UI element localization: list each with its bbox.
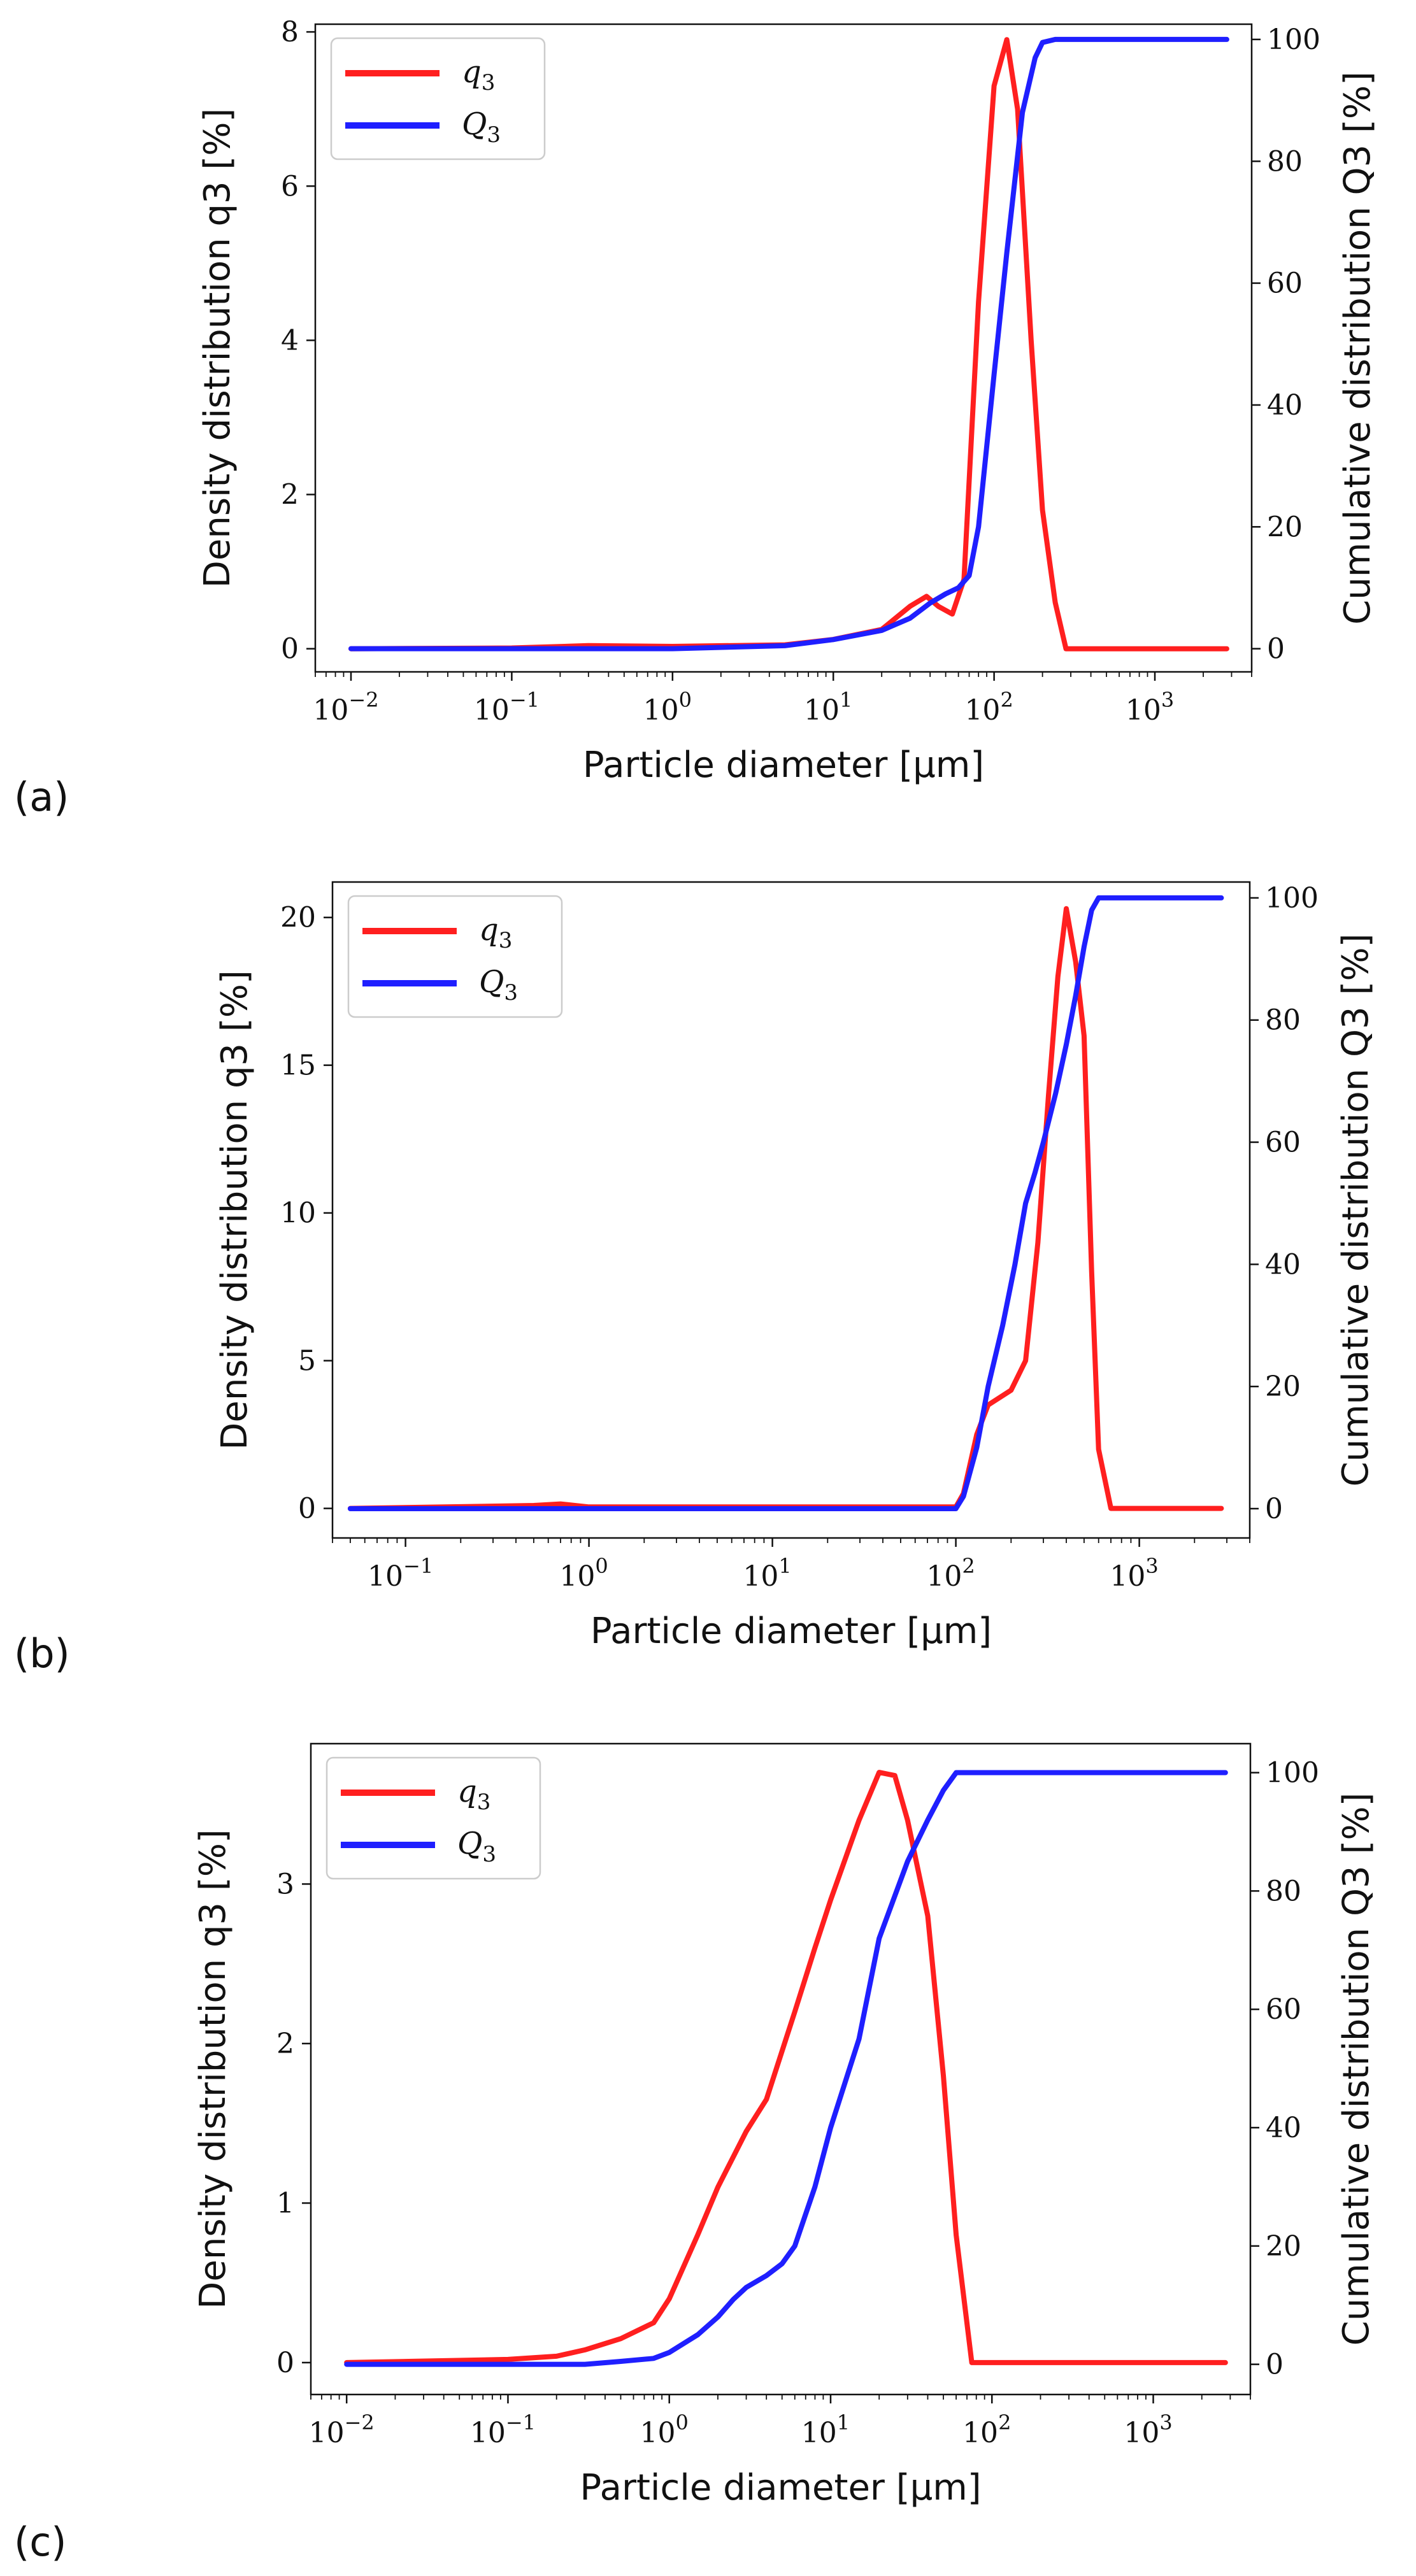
legend-box — [325, 1756, 541, 1880]
x-tick-label: 102 — [964, 688, 1013, 727]
y-right-tick-label: 0 — [1267, 633, 1285, 665]
legend-label-Q3: Q3 — [457, 1826, 496, 1867]
y-right-tick-label: 0 — [1266, 2349, 1284, 2381]
chart-a: 10−2 10−1 100 101 102 10302468020406080100Par… — [197, 16, 1378, 786]
axes-frame — [314, 23, 1253, 673]
x-tick-label: 10−1 — [474, 688, 540, 727]
y-left-tick-label: 5 — [298, 1345, 316, 1377]
y-right-tick-label: 20 — [1265, 1370, 1301, 1403]
x-tick-label: 101 — [804, 688, 852, 727]
x-tick-label: 100 — [559, 1554, 608, 1593]
y-right-tick-label: 60 — [1266, 1993, 1301, 2026]
chart-b: 10−1 100 101 102 103 0 5 10 15 20 0 20 40 60 80 100 Part… — [214, 881, 1377, 1652]
y-left-tick-label: 2 — [276, 2028, 294, 2060]
x-tick-label: 10−1 — [470, 2410, 536, 2449]
y-right-tick-label: 20 — [1267, 511, 1303, 543]
legend-label-q3: q3 — [462, 54, 495, 96]
series-line-Q3 — [344, 1770, 1228, 2367]
panel-c: 10−2 10−1 100 101 102 103 0 1 2 3 0 20 40 60 80 100 Part… — [0, 1713, 1416, 2576]
y-left-tick-label: 20 — [280, 902, 316, 934]
x-tick-label: 100 — [643, 688, 692, 727]
legend-label-q3: q3 — [457, 1774, 490, 1815]
x-tick-label: 101 — [743, 1554, 791, 1593]
legend-label-q3: q3 — [479, 912, 512, 953]
y-right-tick-label: 80 — [1267, 145, 1303, 178]
y-right-tick-label: 0 — [1265, 1493, 1283, 1525]
x-tick-label: 103 — [1126, 688, 1174, 727]
y-right-tick-label: 100 — [1267, 24, 1320, 56]
y-left-tick-label: 8 — [281, 16, 299, 48]
x-tick-label: 102 — [926, 1554, 975, 1593]
legend-box — [347, 895, 563, 1018]
y-right-axis-label: Cumulative distribution Q3 [%] — [1336, 1793, 1377, 2346]
legend-box — [330, 37, 546, 160]
y-right-tick-label: 60 — [1265, 1127, 1301, 1159]
panel-a: 10−2 10−1 100 101 102 103 0 2 4 6 8 0 20 40 60 80 100 Par… — [0, 0, 1416, 847]
y-right-tick-label: 40 — [1266, 2112, 1301, 2144]
y-left-tick-label: 0 — [281, 633, 299, 665]
axes-frame — [310, 1742, 1252, 2396]
y-right-tick-label: 80 — [1266, 1875, 1301, 1907]
legend-label-Q3: Q3 — [462, 106, 501, 148]
x-axis-label: Particle diameter [μm] — [583, 744, 984, 786]
y-left-tick-label: 15 — [280, 1050, 316, 1082]
x-axis-label: Particle diameter [μm] — [580, 2467, 981, 2508]
y-right-tick-label: 60 — [1267, 267, 1303, 300]
y-right-axis-label: Cumulative distribution Q3 [%] — [1337, 71, 1378, 625]
series-line-q3 — [344, 1770, 1228, 2365]
y-right-tick-label: 100 — [1265, 882, 1319, 914]
x-axis-label: Particle diameter [μm] — [590, 1611, 992, 1652]
y-left-tick-label: 10 — [280, 1197, 316, 1230]
y-left-tick-label: 2 — [281, 479, 299, 511]
x-tick-label: 101 — [801, 2410, 850, 2449]
x-tick-label: 102 — [962, 2410, 1011, 2449]
legend-label-Q3: Q3 — [479, 964, 518, 1006]
x-tick-label: 100 — [640, 2410, 689, 2449]
y-left-tick-label: 1 — [276, 2187, 294, 2219]
y-right-tick-label: 100 — [1266, 1757, 1319, 1790]
y-right-tick-label: 40 — [1267, 389, 1303, 422]
y-right-tick-label: 40 — [1265, 1248, 1301, 1281]
panel-b: 10−1 100 101 102 103 0 5 10 15 20 0 20 40 60 80 100 Part… — [0, 847, 1416, 1713]
panel-label-a: (a) — [14, 774, 69, 820]
y-left-tick-label: 6 — [281, 170, 299, 203]
y-left-tick-label: 4 — [281, 324, 299, 357]
series-line-Q3 — [348, 36, 1229, 651]
x-tick-label: 10−2 — [313, 688, 378, 727]
x-tick-label: 103 — [1124, 2410, 1172, 2449]
axes-frame — [331, 881, 1251, 1539]
x-tick-label: 103 — [1110, 1554, 1158, 1593]
chart-c: 10−2 10−1 100 101 102 103 0 1 2 3 0 20 40 60 80 100 Part… — [192, 1742, 1377, 2508]
x-tick-label: 10−1 — [368, 1554, 433, 1593]
y-left-axis-label: Density distribution q3 [%] — [214, 970, 255, 1450]
panel-label-b: (b) — [14, 1630, 70, 1677]
y-left-tick-label: 0 — [276, 2347, 294, 2379]
y-right-axis-label: Cumulative distribution Q3 [%] — [1335, 934, 1377, 1487]
y-left-axis-label: Density distribution q3 [%] — [197, 108, 238, 588]
y-left-axis-label: Density distribution q3 [%] — [192, 1829, 234, 2309]
panel-label-c: (c) — [14, 2519, 67, 2565]
y-right-tick-label: 80 — [1265, 1004, 1301, 1037]
x-tick-label: 10−2 — [309, 2410, 375, 2449]
y-left-tick-label: 0 — [298, 1493, 316, 1525]
y-left-tick-label: 3 — [276, 1868, 294, 1900]
series-line-Q3 — [347, 895, 1224, 1511]
y-right-tick-label: 20 — [1266, 2230, 1301, 2263]
